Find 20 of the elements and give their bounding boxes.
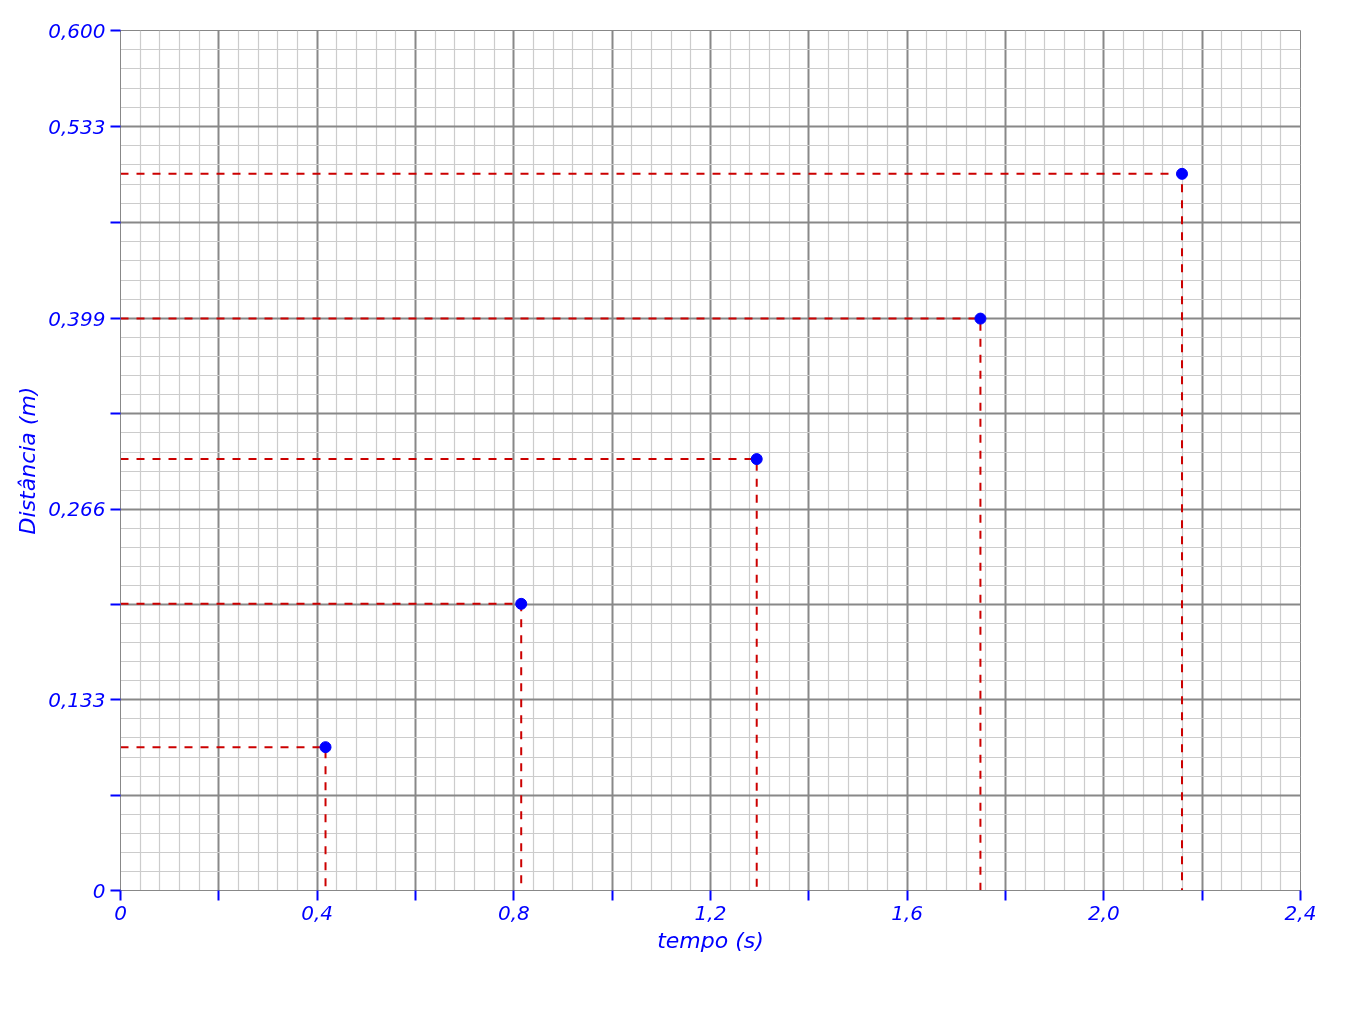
point (974, 312, 987, 325)
x-tick-label: 2,0 (1087, 900, 1120, 925)
y-tick-label: 0,266 (48, 497, 106, 522)
y-tick-label: 0 (92, 878, 106, 903)
point (750, 453, 763, 466)
y-tick-label: 0,533 (48, 114, 106, 139)
x-tick-label: 0,8 (497, 900, 530, 925)
y-axis-title: Distância (m) (15, 386, 41, 535)
x-axis-title: tempo (s) (657, 927, 764, 953)
x-tick-label: 1,6 (891, 900, 924, 925)
y-tick-label: 0,600 (48, 18, 106, 43)
x-tick-label: 0 (114, 900, 127, 925)
y-tick-label: 0,399 (48, 306, 106, 331)
point (1176, 167, 1189, 180)
point (319, 741, 332, 754)
x-tick-label: 2,4 (1284, 900, 1317, 925)
x-tick-label: 1,2 (694, 900, 727, 925)
x-tick-label: 0,4 (301, 900, 334, 925)
point (515, 597, 528, 610)
y-tick-label: 0,133 (48, 687, 106, 712)
